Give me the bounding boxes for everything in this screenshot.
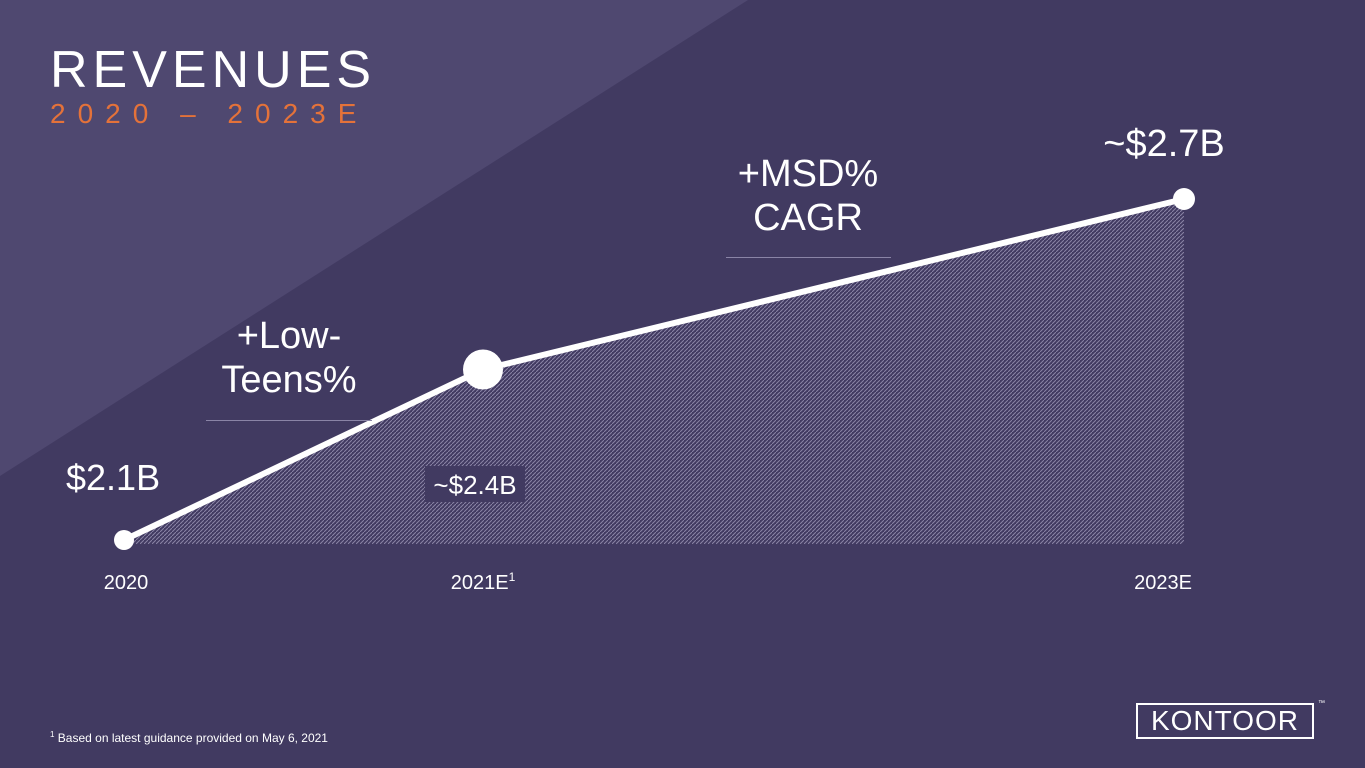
data-points-group xyxy=(114,188,1195,550)
data-point-2020 xyxy=(114,530,134,550)
growth-annotation-line-1: +Low- xyxy=(236,315,342,357)
growth-annotation-msd-cagr: +MSD% CAGR xyxy=(725,152,891,240)
x-axis-labels: 2020 2021E1 2023E xyxy=(104,570,1192,594)
data-label-2023e: ~$2.7B xyxy=(1103,123,1225,165)
trademark-mark: ™ xyxy=(1318,700,1325,707)
data-label-background xyxy=(425,466,525,502)
growth-annotation-line-2: CAGR xyxy=(753,197,863,239)
x-tick-label: 2021E1 xyxy=(451,570,516,594)
growth-annotation-line-2: Teens% xyxy=(221,359,357,401)
data-label-2020: $2.1B xyxy=(66,457,160,498)
page-title: REVENUES xyxy=(50,41,377,99)
growth-annotation-divider xyxy=(726,257,891,258)
footnote-marker: 1 xyxy=(50,730,55,739)
growth-annotation-line-1: +MSD% xyxy=(737,153,879,195)
footnote: 1 Based on latest guidance provided on M… xyxy=(50,730,328,745)
page-subtitle: 2020 – 2023E xyxy=(50,98,369,129)
data-labels-group: $2.1B ~$2.4B ~$2.7B xyxy=(66,123,1225,502)
data-point-2021e xyxy=(463,349,503,390)
data-label-2021e: ~$2.4B xyxy=(433,470,516,500)
x-tick-label: 2020 xyxy=(104,572,149,594)
revenue-area-fill xyxy=(124,199,1184,544)
growth-annotation-divider xyxy=(206,420,372,421)
logo-text: KONTOOR xyxy=(1150,705,1300,736)
growth-annotation-low-teens: +Low- Teens% xyxy=(205,314,373,402)
data-point-2023e xyxy=(1173,188,1195,210)
kontoor-logo: KONTOOR xyxy=(1136,703,1314,739)
x-tick-label: 2023E xyxy=(1134,572,1192,594)
footnote-text: Based on latest guidance provided on May… xyxy=(57,731,328,745)
